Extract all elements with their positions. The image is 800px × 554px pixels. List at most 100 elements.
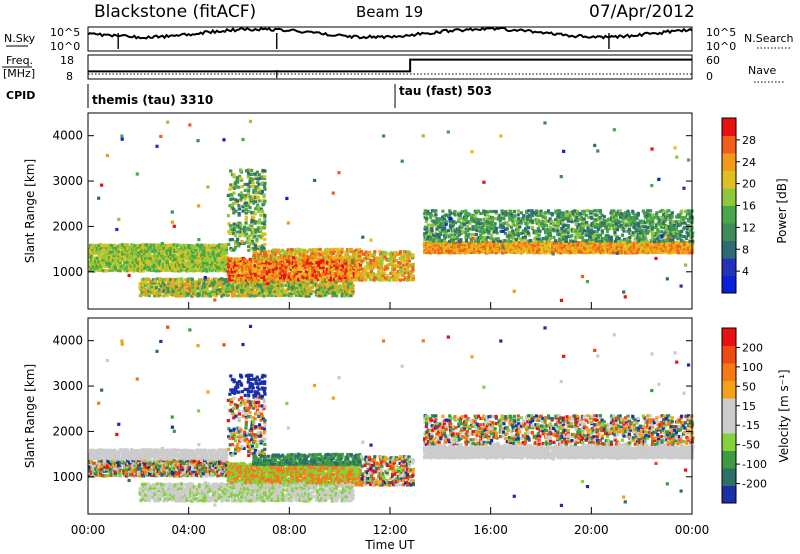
power-cell bbox=[544, 211, 548, 215]
power-cell bbox=[95, 258, 99, 262]
power-cell bbox=[486, 235, 490, 239]
power-cell bbox=[224, 243, 229, 247]
power-cell bbox=[189, 260, 193, 265]
power-cell bbox=[190, 294, 194, 298]
power-cell bbox=[152, 263, 157, 267]
power-cell bbox=[203, 252, 208, 256]
power-cell bbox=[219, 280, 223, 284]
power-cell bbox=[126, 260, 130, 264]
power-cell bbox=[214, 277, 218, 281]
power-cell bbox=[239, 176, 243, 180]
power-cell bbox=[108, 252, 112, 256]
power-cell bbox=[208, 279, 212, 283]
power-cell bbox=[198, 254, 202, 259]
power-cell bbox=[263, 242, 267, 246]
power-cell bbox=[123, 243, 128, 247]
power-cell bbox=[170, 260, 175, 264]
power-cell bbox=[108, 263, 112, 267]
power-cell bbox=[126, 268, 130, 273]
power-cell bbox=[99, 243, 103, 247]
power-cell bbox=[281, 288, 285, 292]
power-cell bbox=[549, 236, 553, 241]
power-cell bbox=[151, 258, 155, 262]
power-cell bbox=[227, 292, 231, 296]
power-cell bbox=[163, 283, 167, 287]
power-cell bbox=[175, 245, 179, 249]
power-cell bbox=[118, 262, 122, 266]
power-cell bbox=[158, 288, 162, 292]
power-cell bbox=[519, 211, 523, 215]
power-cell bbox=[139, 244, 143, 248]
power-cell bbox=[258, 199, 262, 203]
power-cell bbox=[277, 291, 281, 295]
power-cell bbox=[125, 262, 129, 267]
power-cell bbox=[174, 278, 178, 282]
power-cell bbox=[140, 293, 144, 297]
power-cell bbox=[188, 268, 192, 273]
power-cell bbox=[405, 267, 410, 272]
power-cell bbox=[160, 256, 164, 260]
power-cell bbox=[120, 247, 125, 252]
power-cell bbox=[398, 250, 403, 254]
power-cell bbox=[137, 256, 141, 260]
power-cell bbox=[212, 287, 216, 292]
power-cell bbox=[117, 249, 121, 254]
power-cell bbox=[425, 217, 429, 221]
power-cell bbox=[183, 289, 187, 293]
power-cell bbox=[143, 283, 148, 287]
nave-label: Nave bbox=[748, 64, 776, 77]
power-cell bbox=[164, 277, 168, 281]
power-cell bbox=[169, 243, 173, 247]
power-cell bbox=[113, 267, 118, 271]
power-cell bbox=[197, 252, 202, 256]
power-cell bbox=[262, 282, 266, 286]
power-cell bbox=[262, 285, 266, 290]
power-cell bbox=[217, 258, 222, 263]
power-cell bbox=[277, 286, 281, 290]
power-cell bbox=[158, 256, 162, 260]
power-cell bbox=[169, 281, 174, 285]
power-cell bbox=[138, 262, 142, 266]
power-cell bbox=[201, 286, 205, 290]
power-cell bbox=[195, 243, 200, 247]
power-cell bbox=[179, 268, 184, 272]
power-cell bbox=[646, 209, 650, 213]
power-cell bbox=[165, 249, 169, 253]
power-cell bbox=[149, 262, 153, 267]
power-cell bbox=[217, 245, 222, 249]
power-cell bbox=[173, 245, 177, 249]
power-cell bbox=[148, 250, 152, 254]
power-cell bbox=[263, 213, 267, 218]
power-cell bbox=[221, 293, 226, 297]
power-cell bbox=[140, 264, 144, 268]
power-cell bbox=[167, 254, 171, 258]
power-cell bbox=[246, 284, 250, 288]
power-cell bbox=[217, 260, 221, 264]
power-cell bbox=[135, 256, 139, 260]
power-cell bbox=[106, 260, 110, 265]
power-cell bbox=[206, 289, 210, 294]
power-cell bbox=[199, 243, 204, 247]
power-cell bbox=[151, 278, 155, 282]
power-cell bbox=[258, 218, 262, 222]
power-cell bbox=[237, 211, 241, 216]
power-cell bbox=[194, 249, 198, 254]
power-cell bbox=[111, 258, 115, 262]
power-cell bbox=[103, 260, 107, 264]
power-cell bbox=[262, 193, 266, 197]
power-cell bbox=[196, 256, 201, 260]
power-cell bbox=[216, 278, 220, 282]
power-cell bbox=[475, 229, 479, 233]
power-cell bbox=[190, 277, 194, 281]
power-cell bbox=[90, 251, 94, 255]
power-cell bbox=[168, 250, 173, 254]
power-cell bbox=[230, 287, 234, 291]
power-cell bbox=[160, 289, 164, 293]
power-cell bbox=[203, 248, 207, 252]
power-cell bbox=[91, 250, 95, 254]
power-cell bbox=[613, 230, 617, 235]
power-cell bbox=[176, 277, 180, 281]
power-cell bbox=[203, 250, 208, 254]
power-cell bbox=[177, 294, 181, 298]
power-cell bbox=[222, 258, 227, 262]
